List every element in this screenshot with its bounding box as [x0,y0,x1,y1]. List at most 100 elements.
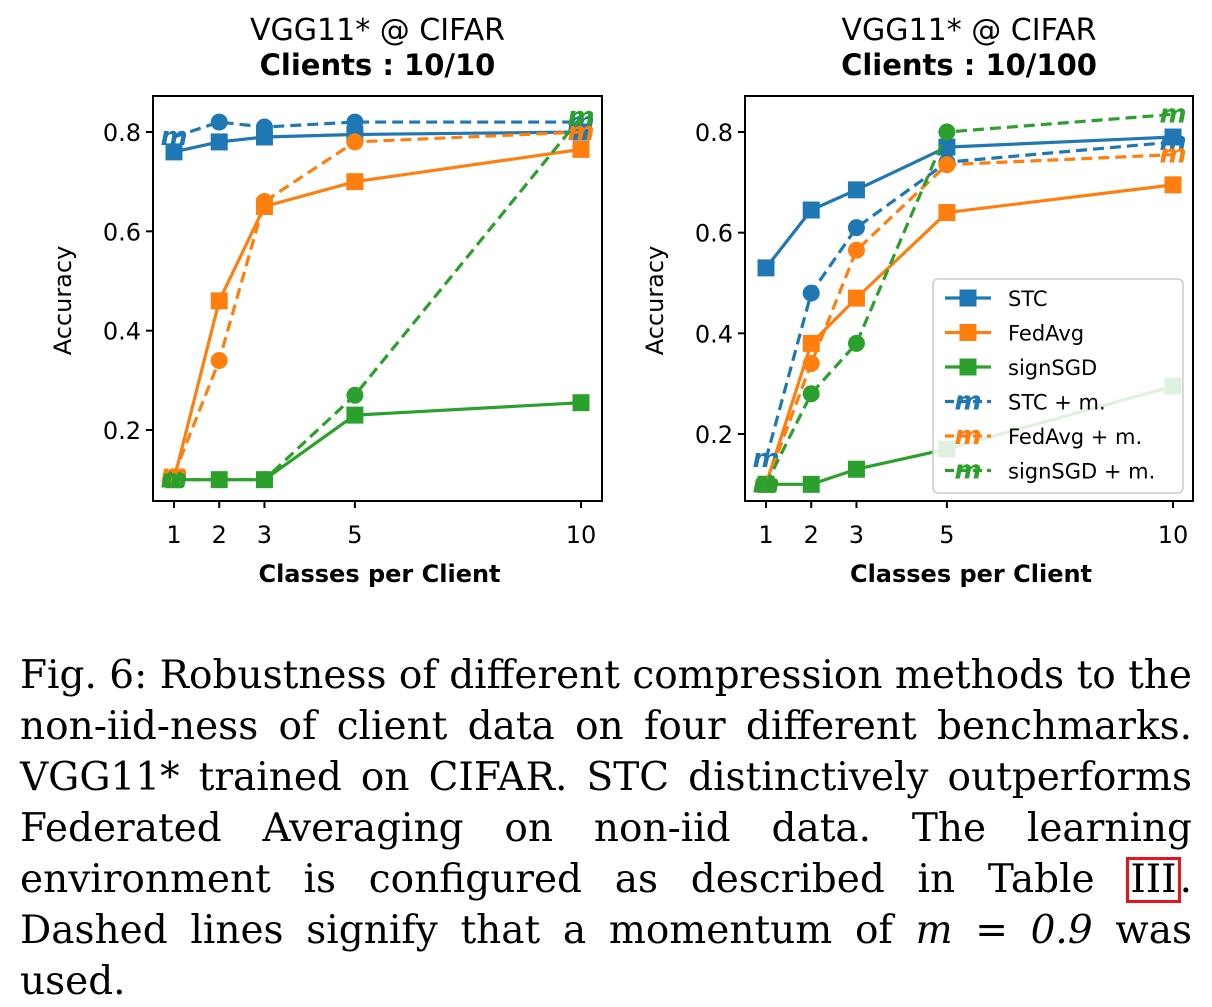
chart-2-series-signsgd-m: mm [752,99,1186,499]
chart-1-y-tick-label: 0.4 [103,318,141,346]
chart-2-legend-item-signsgd-label: signSGD [1008,356,1097,380]
chart-2-series-stc [757,128,1182,277]
chart-2-series-fedavg-m: mm [752,140,1186,500]
chart-2-series-fedavg-m-point [802,355,820,373]
chart-1-x-tick-label: 2 [212,521,227,549]
chart-2-series-fedavg-point [802,334,820,352]
chart-2-series-signsgd-m-point [802,385,820,403]
chart-1-series-stc-point [210,133,228,151]
chart-2-x-axis-label: Classes per Client [850,560,1092,588]
chart-2-legend-item-fedavg-label: FedAvg [1008,322,1084,346]
table-reference-link[interactable]: III [1126,857,1181,903]
chart-1-series-fedavg [165,140,590,489]
chart-2-x-tick-label: 1 [758,521,773,549]
chart-2-y-tick-label: 0.4 [695,320,733,348]
chart-2-series-fedavg-point [938,204,956,222]
chart-2-legend-item-fedavg-m-label: FedAvg + m. [1008,425,1142,449]
chart-1-series-signsgd-m-point: m [160,465,187,495]
chart-2-y-tick-label: 0.8 [695,119,733,147]
chart-2-y-axis-label: Accuracy [641,246,669,356]
chart-2-legend-item-signsgd-m-label: signSGD + m. [1008,460,1155,484]
chart-2-series-fedavg-m-line [764,153,1174,485]
chart-2-y-tick-label: 0.6 [695,220,733,248]
chart-2-series-fedavg-m-point [938,156,956,174]
chart-2-series-stc-point [757,259,775,277]
chart-1-series-signsgd [165,394,590,489]
chart-2-series-signsgd-m-point: m [1159,99,1186,129]
chart-1-series-signsgd-m-line [174,116,583,482]
chart-1-series-fedavg-m-point [255,193,273,211]
chart-1-series-fedavg-m: mm [160,117,594,490]
chart-1-series-signsgd-m-point [210,471,228,489]
figure-caption: Fig. 6: Robustness of different compress… [20,650,1192,1007]
chart-2-legend-item-stc-marker [959,289,977,307]
chart-2-series-fedavg-point [1164,176,1182,194]
chart-2-x-tick-label: 2 [804,521,819,549]
chart-2-series-stc-point [847,181,865,199]
chart-2-plot-frame [744,95,1194,502]
chart-1-series-signsgd-line [174,401,582,482]
chart-1-series-fedavg-point [210,292,228,310]
chart-1-series-signsgd-m-point: m [567,102,594,132]
caption-text-2: . Dashed lines signify that a momentum o… [20,857,1192,953]
chart-2-title: VGG11* @ CIFAR [842,13,1097,48]
chart-1-series-fedavg-m-point: m [567,117,594,147]
caption-math: m = 0.9 [915,908,1093,953]
chart-1-y-axis-label: Accuracy [49,246,77,356]
chart-1-x-tick-label: 1 [166,521,181,549]
chart-2-legend-item-stc-label: STC [1008,287,1048,311]
chart-2-series-signsgd-point [802,475,820,493]
chart-1-series-stc-m-point: m [160,122,187,152]
chart-1-series-stc-m-point [255,118,273,136]
chart-1-series-signsgd-point [572,394,590,412]
chart-1-series-stc-m-point [346,113,364,131]
chart-2-series-signsgd-m-point [938,123,956,141]
chart-2-legend-item-fedavg-m-marker: m [954,421,981,451]
chart-2-x-tick-label: 3 [849,521,864,549]
chart-2-series-stc-m-point: m [1159,127,1186,157]
chart-2-series-fedavg-m-point: m [1159,140,1186,170]
chart-1-series-stc-m-point [210,113,228,131]
chart-1-series-stc [165,123,590,161]
chart-1-subtitle: Clients : 10/10 [260,48,496,82]
chart-2-legend-item-signsgd-marker [959,358,977,376]
chart-1-series-signsgd-m-point [255,471,273,489]
chart-2-series-signsgd-m-point [847,334,865,352]
chart-1-x-tick-label: 10 [566,521,597,549]
chart-1-series-fedavg-line [172,147,582,481]
chart-1-series-fedavg-m-point [210,351,228,369]
chart-1-series-signsgd-point [346,406,364,424]
chart-2-series-fedavg-m-point [847,241,865,259]
figure: VGG11* @ CIFAR Clients : 10/10 1 2 3 5 10 0.2 0.… [49,13,1194,588]
chart-1-y-tick-label: 0.2 [103,417,141,445]
chart-2-legend-box [932,278,1184,494]
chart-1-series-fedavg-m-point: m [160,460,187,490]
chart-2-series-signsgd-point [847,460,865,478]
chart-2-legend-item-stc-m-marker: m [954,387,981,417]
chart-1-x-tick-label: 5 [347,521,362,549]
chart-1-series-stc-point [165,143,183,161]
chart-2-legend-item-fedavg-marker [959,324,977,341]
chart-1-series-fedavg-m-line [172,130,582,476]
chart-1-plot-frame [152,95,603,502]
chart-2-series-fedavg [757,176,1182,493]
chart-1-y-tick-label: 0.8 [103,119,141,147]
chart-2-subtitle: Clients : 10/100 [841,48,1097,82]
chart-2-series-stc-point [938,138,956,156]
chart-2-series-stc-line [764,135,1174,269]
chart-2-series-stc-point [802,201,820,219]
chart-2-legend-item-signsgd-m-marker: m [954,456,981,486]
chart-2-series-stc-m: mm [752,127,1186,474]
chart-2-series-fedavg-point [847,289,865,307]
chart-2-series-signsgd-m-point: m [752,469,779,499]
chart-2-series-stc-m-point [847,219,865,237]
chart-1-title: VGG11* @ CIFAR [250,13,505,48]
chart-2-x-tick-label: 5 [939,521,954,549]
caption-text-1: Fig. 6: Robustness of different compress… [20,653,1192,902]
chart-1-y-tick-label: 0.6 [103,218,141,246]
chart-1-series-fedavg-point [572,140,590,158]
